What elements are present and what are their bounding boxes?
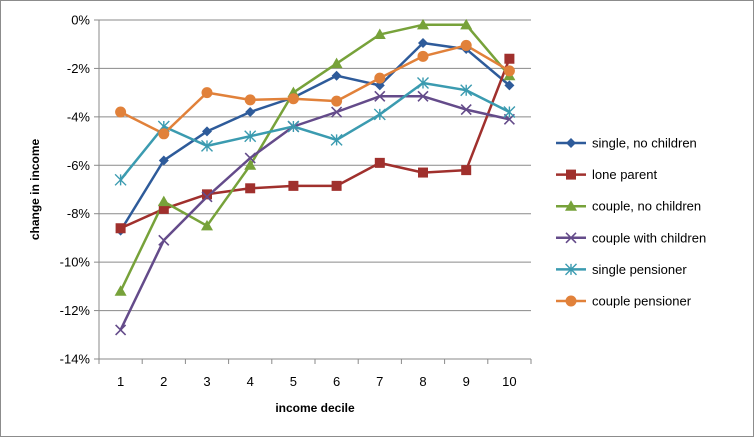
- data-point: [418, 38, 428, 49]
- data-point: [115, 324, 127, 336]
- data-point: [331, 180, 342, 191]
- y-tick-label: -8%: [67, 206, 91, 221]
- legend-label: couple, no children: [592, 199, 701, 214]
- data-point: [202, 126, 212, 137]
- legend-marker: [565, 295, 577, 307]
- data-point: [417, 50, 429, 62]
- legend-label: couple pensioner: [592, 294, 692, 309]
- y-tick-label: -12%: [60, 303, 91, 318]
- data-point: [417, 90, 429, 102]
- x-tick-label: 8: [419, 374, 426, 389]
- x-tick-label: 2: [160, 374, 167, 389]
- data-point: [374, 157, 385, 168]
- legend: single, no children lone parent couple, no…: [556, 136, 706, 309]
- data-point: [503, 106, 516, 119]
- data-point: [331, 106, 343, 118]
- data-point: [374, 72, 386, 84]
- y-tick-label: -14%: [60, 352, 91, 367]
- data-point: [201, 219, 213, 231]
- data-point: [115, 106, 127, 118]
- legend-label: single, no children: [592, 136, 697, 151]
- x-tick-label: 4: [247, 374, 254, 389]
- data-point: [201, 139, 213, 152]
- series-line: [119, 41, 511, 232]
- axes: 0% -2% -4% -6% -8% -10% -12% -14% 1 2 3 4 5 6 7 8 9 10: [60, 13, 532, 389]
- x-tick-label: 9: [463, 374, 470, 389]
- x-tick-label: 6: [333, 374, 340, 389]
- series-line: [119, 23, 511, 292]
- data-point: [158, 155, 169, 166]
- legend-label: lone parent: [592, 167, 657, 182]
- legend-marker: [565, 232, 577, 244]
- data-point: [287, 120, 300, 133]
- y-tick-label: -4%: [67, 109, 91, 124]
- data-point: [245, 107, 256, 118]
- data-point: [115, 223, 126, 234]
- data-point: [504, 80, 515, 91]
- data-point: [201, 191, 213, 203]
- y-axis-title: change in income: [28, 138, 42, 240]
- legend-marker: [566, 169, 576, 180]
- series-line: [120, 58, 511, 230]
- data-point: [374, 90, 386, 102]
- data-point: [287, 93, 299, 105]
- data-point: [331, 95, 343, 107]
- data-point: [114, 173, 127, 186]
- data-point: [157, 195, 170, 207]
- data-point: [244, 130, 257, 143]
- legend-marker: [565, 200, 577, 211]
- x-tick-label: 1: [117, 374, 124, 389]
- data-point: [114, 285, 127, 296]
- data-point: [202, 189, 212, 200]
- y-tick-label: -6%: [67, 158, 91, 173]
- legend-label: single pensioner: [592, 262, 687, 277]
- series-lines: [119, 23, 511, 331]
- series-line: [119, 81, 510, 181]
- legend-marker: [566, 138, 576, 148]
- data-point: [418, 167, 428, 178]
- data-point: [417, 76, 429, 89]
- data-point: [158, 203, 169, 214]
- data-point: [460, 84, 473, 97]
- x-tick-label: 10: [502, 374, 516, 389]
- legend-label: couple with children: [592, 230, 706, 245]
- data-point: [461, 165, 472, 176]
- y-tick-label: 0%: [71, 13, 90, 28]
- x-tick-label: 3: [203, 374, 210, 389]
- data-point: [244, 152, 256, 164]
- y-tick-label: -2%: [67, 61, 91, 76]
- data-point: [330, 133, 343, 146]
- x-tick-label: 7: [376, 374, 383, 389]
- data-point: [460, 18, 473, 30]
- data-point: [504, 53, 515, 64]
- data-point: [330, 57, 343, 69]
- data-point: [201, 87, 213, 99]
- data-point: [460, 104, 472, 116]
- x-axis-title: income decile: [275, 401, 355, 415]
- y-tick-label: -10%: [60, 255, 91, 270]
- x-tick-label: 5: [290, 374, 297, 389]
- series-line: [119, 95, 510, 331]
- data-point: [244, 94, 256, 106]
- gridlines: [99, 19, 531, 312]
- series-markers: [114, 18, 516, 336]
- data-point: [244, 159, 257, 170]
- series-line: [120, 44, 511, 136]
- data-point: [158, 234, 170, 246]
- data-point: [245, 183, 256, 194]
- data-point: [503, 65, 515, 77]
- data-point: [460, 39, 472, 51]
- data-point: [288, 180, 299, 191]
- data-point: [331, 70, 342, 81]
- data-point: [373, 108, 386, 121]
- data-point: [417, 18, 429, 30]
- legend-marker: [565, 263, 577, 276]
- data-point: [373, 28, 386, 40]
- data-point: [158, 128, 170, 140]
